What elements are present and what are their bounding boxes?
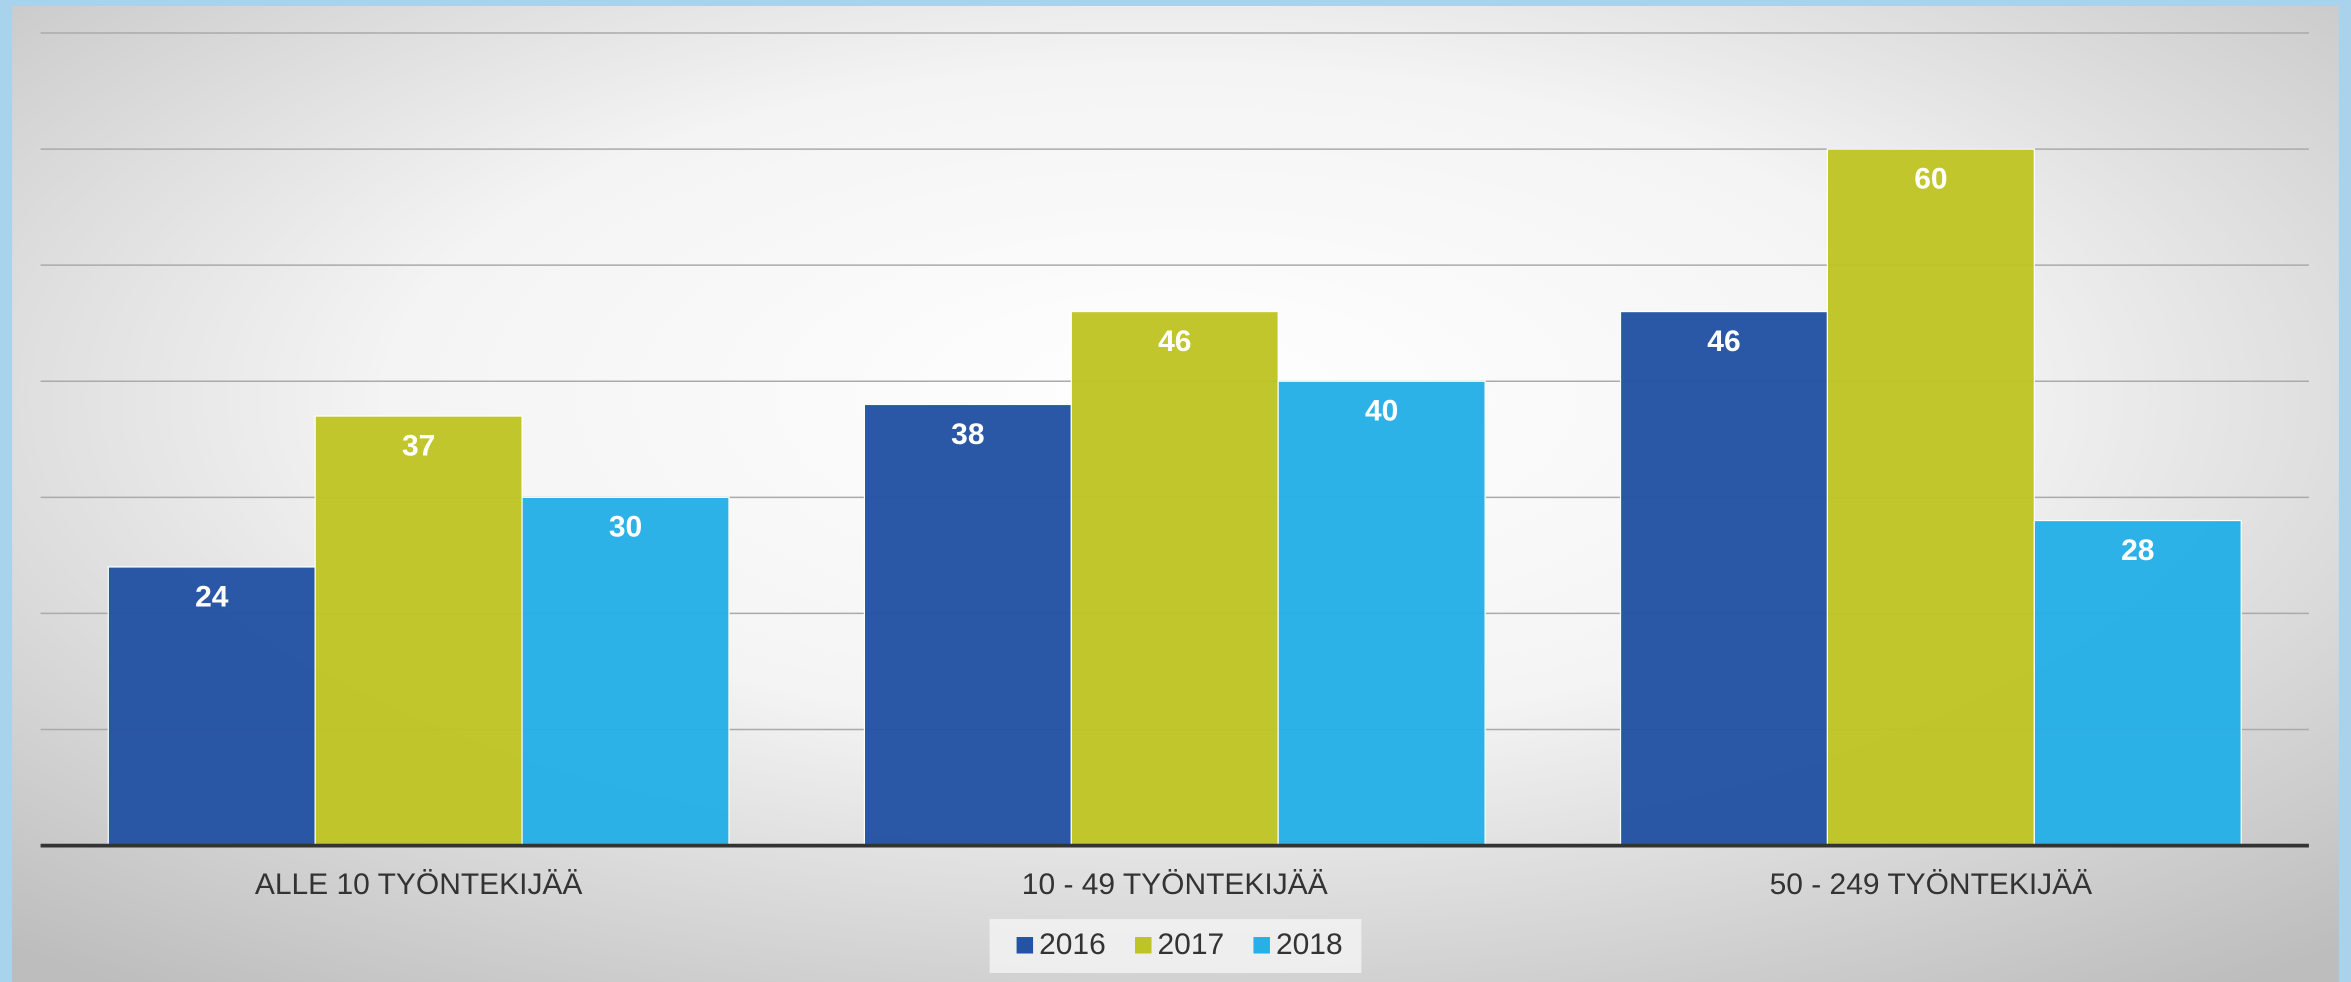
data-label: 60 xyxy=(1914,162,1947,195)
bar xyxy=(1070,310,1279,847)
legend-label: 2018 xyxy=(1276,928,1343,961)
bar xyxy=(1619,310,1829,847)
bar xyxy=(2033,519,2242,847)
bar xyxy=(1277,380,1486,847)
bar xyxy=(521,496,730,847)
data-label: 24 xyxy=(195,580,229,613)
legend-swatch xyxy=(1016,937,1034,954)
data-label: 30 xyxy=(609,511,642,544)
x-tick-label: 50 - 249 TYÖNTEKIJÄÄ xyxy=(1770,868,2093,901)
legend-swatch xyxy=(1253,937,1270,954)
legend-swatch xyxy=(1135,937,1152,954)
bar xyxy=(863,403,1072,847)
x-tick-label: 10 - 49 TYÖNTEKIJÄÄ xyxy=(1022,868,1328,901)
bar xyxy=(314,415,523,847)
legend-label: 2016 xyxy=(1039,928,1106,961)
data-label: 40 xyxy=(1365,395,1398,428)
legend-label: 2017 xyxy=(1158,928,1225,961)
data-label: 38 xyxy=(951,418,984,451)
data-label: 37 xyxy=(402,429,435,462)
data-label: 28 xyxy=(2121,534,2154,567)
legend-box xyxy=(989,919,1362,974)
data-label: 46 xyxy=(1158,325,1191,358)
bar xyxy=(107,566,316,847)
bar xyxy=(1826,148,2035,847)
x-tick-label: ALLE 10 TYÖNTEKIJÄÄ xyxy=(255,868,583,901)
data-label: 46 xyxy=(1707,325,1740,358)
